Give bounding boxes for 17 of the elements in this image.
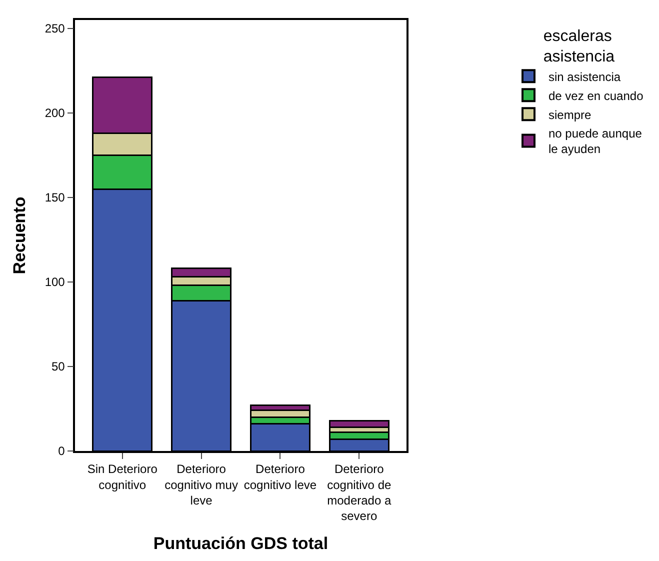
legend-label: de vez en cuando <box>548 88 644 103</box>
y-tick-label: 0 <box>58 444 66 458</box>
x-tick-label: Deterioro cognitivo leve <box>244 462 317 492</box>
x-tick-label: Sin Deterioro cognitivo <box>87 462 158 492</box>
legend-label: sin asistencia <box>548 70 621 84</box>
legend-label: siempre <box>548 108 592 122</box>
y-tick-label: 50 <box>51 360 66 374</box>
y-axis-title: Recuento <box>10 196 29 274</box>
y-tick-label: 100 <box>44 275 66 290</box>
x-axis-title: Puntuación GDS total <box>153 534 328 553</box>
y-tick-label: 250 <box>44 22 66 36</box>
x-tick-label: Deterioro cognitivo de moderado a severo <box>327 462 392 523</box>
y-tick-label: 150 <box>44 190 66 205</box>
y-tick-label: 200 <box>44 106 66 120</box>
legend-label: no puede aunque le ayuden <box>548 126 642 156</box>
legend-title: escaleras asistencia <box>543 28 615 66</box>
x-tick-label: Deterioro cognitivo muy leve <box>164 462 238 508</box>
